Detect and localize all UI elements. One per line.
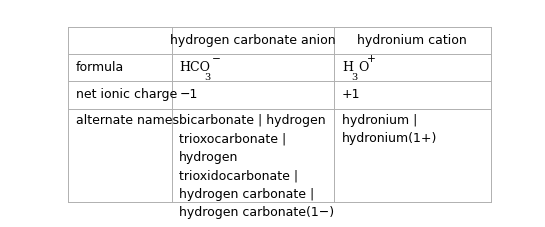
Text: O: O [358, 61, 368, 74]
Text: H: H [342, 61, 353, 74]
Text: alternate names: alternate names [76, 114, 179, 127]
Text: formula: formula [76, 61, 124, 74]
Text: hydronium |
hydronium(1+): hydronium | hydronium(1+) [342, 114, 437, 145]
Text: −: − [212, 54, 221, 64]
Text: bicarbonate | hydrogen
trioxocarbonate |
hydrogen
trioxidocarbonate |
hydrogen c: bicarbonate | hydrogen trioxocarbonate |… [179, 114, 334, 219]
Text: HCO: HCO [179, 61, 210, 74]
Text: net ionic charge: net ionic charge [76, 89, 177, 101]
Text: −1: −1 [179, 89, 198, 101]
Text: +1: +1 [342, 89, 360, 101]
Text: 3: 3 [351, 73, 358, 82]
Text: hydrogen carbonate anion: hydrogen carbonate anion [170, 34, 336, 47]
Text: 3: 3 [204, 73, 210, 82]
Text: +: + [367, 54, 376, 64]
Text: hydronium cation: hydronium cation [358, 34, 467, 47]
